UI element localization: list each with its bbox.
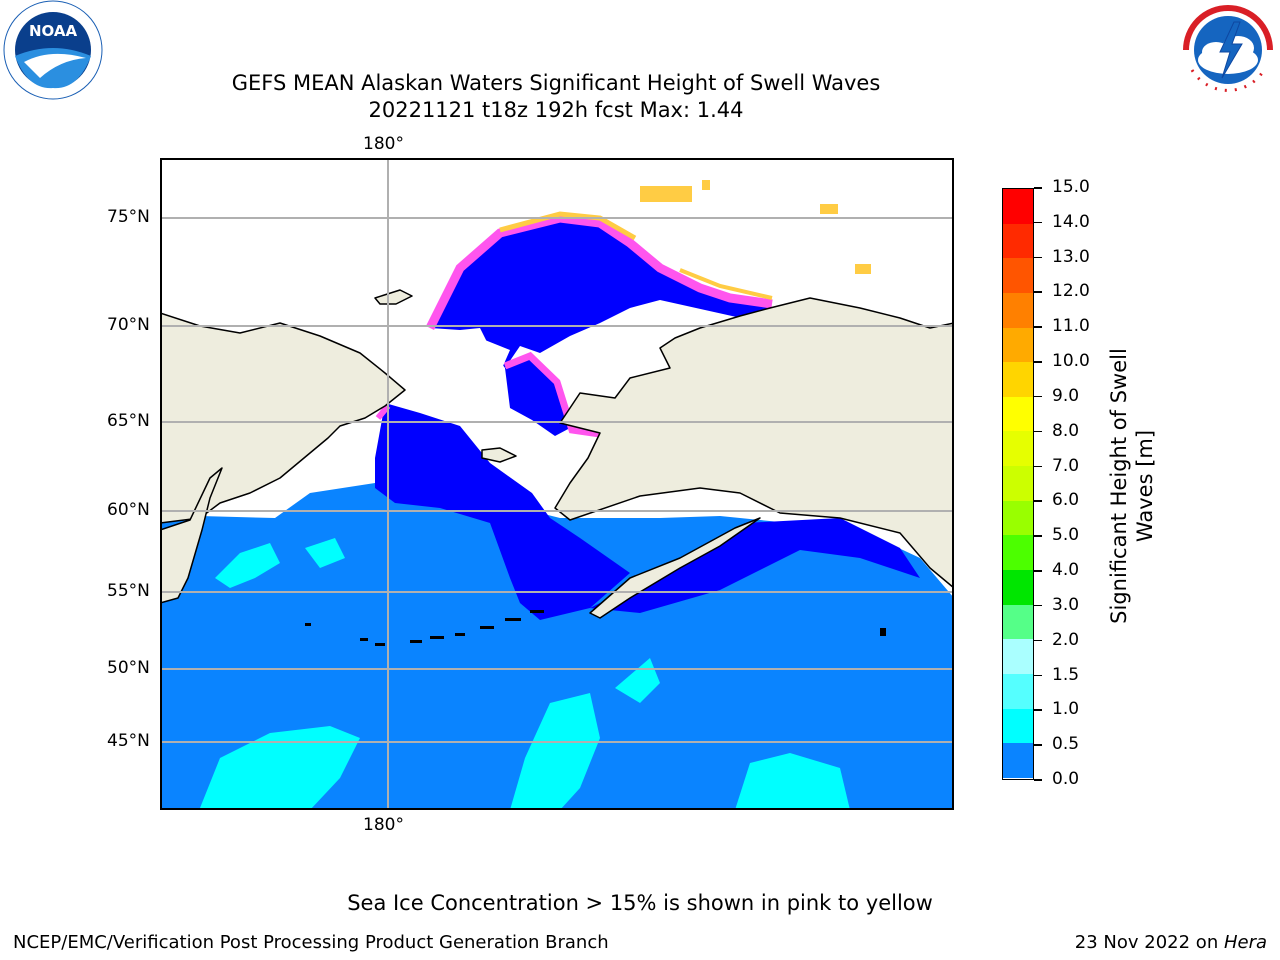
colorbar-tick-mark [1034,570,1042,572]
lon-label-bottom: 180° [363,815,404,835]
lat-label-55: 55°N [107,581,150,601]
lat-label-75: 75°N [107,207,150,227]
map-panel [160,158,954,810]
colorbar [1002,188,1034,780]
colorbar-tick-label: 1.5 [1052,664,1080,685]
colorbar-tick-mark [1034,361,1042,363]
colorbar-segment [1003,396,1033,432]
colorbar-tick-label: 15.0 [1052,177,1090,197]
colorbar-segment [1003,362,1033,397]
colorbar-tick-mark [1034,430,1042,433]
colorbar-segment [1003,258,1033,293]
colorbar-tick-label: 1.0 [1052,699,1080,720]
colorbar-tick-mark [1034,187,1042,189]
colorbar-tick-label: 3.0 [1052,594,1080,615]
colorbar-tick-label: 8.0 [1052,420,1080,441]
colorbar-title-line2: Waves [m] [1133,429,1157,543]
colorbar-segment [1003,500,1033,536]
lat-label-60: 60°N [107,500,150,520]
colorbar-tick-label: 5.0 [1052,525,1080,546]
footer-credit: NCEP/EMC/Verification Post Processing Pr… [13,932,609,953]
colorbar-segment [1003,223,1033,259]
colorbar-segment [1003,708,1033,744]
colorbar-tick-mark [1034,604,1042,607]
colorbar-segment [1003,604,1033,640]
colorbar-segment [1003,743,1033,778]
colorbar-segment [1003,535,1033,571]
colorbar-tick-label: 0.0 [1052,769,1080,789]
colorbar-tick-mark [1034,500,1042,502]
colorbar-tick-label: 9.0 [1052,385,1080,406]
map-title: GEFS MEAN Alaskan Waters Significant Hei… [231,71,881,95]
colorbar-tick-mark [1034,256,1042,259]
colorbar-title-line1: Significant Height of Swell [1107,348,1131,624]
nws-logo [1176,0,1280,100]
lat-label-45: 45°N [107,731,150,751]
colorbar-tick-label: 2.0 [1052,629,1080,650]
colorbar-tick-label: 12.0 [1052,281,1090,302]
colorbar-tick-mark [1034,744,1042,746]
footer-date: 23 Nov 2022 on Hera [1075,932,1267,953]
colorbar-tick-label: 6.0 [1052,490,1080,511]
colorbar-tick-mark [1034,221,1042,224]
colorbar-segment [1003,466,1033,501]
colorbar-tick-label: 11.0 [1052,316,1090,337]
lat-label-70: 70°N [107,315,150,335]
colorbar-segment [1003,673,1033,709]
colorbar-title: Significant Height of Swell Waves [m] [1106,286,1158,686]
colorbar-segment [1003,327,1033,363]
colorbar-tick-label: 13.0 [1052,246,1090,267]
colorbar-segment [1003,431,1033,467]
colorbar-tick-label: 10.0 [1052,351,1090,372]
colorbar-tick-mark [1034,395,1042,398]
colorbar-segment [1003,292,1033,328]
colorbar-tick-label: 7.0 [1052,455,1080,476]
colorbar-tick-mark [1034,709,1042,711]
colorbar-tick-mark [1034,779,1042,781]
map-subtitle: 20221121 t18z 192h fcst Max: 1.44 [368,98,744,122]
footer-host: Hera [1223,932,1267,953]
colorbar-tick-mark [1034,535,1042,537]
colorbar-tick-label: 4.0 [1052,560,1080,581]
colorbar-tick-label: 14.0 [1052,211,1090,232]
noaa-logo-text: NOAA [29,22,78,40]
colorbar-tick-mark [1034,465,1042,468]
colorbar-tick-mark [1034,674,1042,677]
sea-ice-note: Sea Ice Concentration > 15% is shown in … [347,891,933,915]
colorbar-tick-mark [1034,639,1042,642]
noaa-logo: NOAA [0,0,106,100]
colorbar-segment [1003,639,1033,674]
colorbar-tick-mark [1034,291,1042,293]
colorbar-tick-label: 0.5 [1052,734,1080,755]
lat-label-65: 65°N [107,411,150,431]
lon-label-top: 180° [363,134,404,154]
colorbar-segment [1003,189,1033,224]
colorbar-segment [1003,570,1033,605]
colorbar-tick-mark [1034,326,1042,328]
footer-date-text: 23 Nov 2022 on [1074,932,1224,953]
lat-label-50: 50°N [107,658,150,678]
